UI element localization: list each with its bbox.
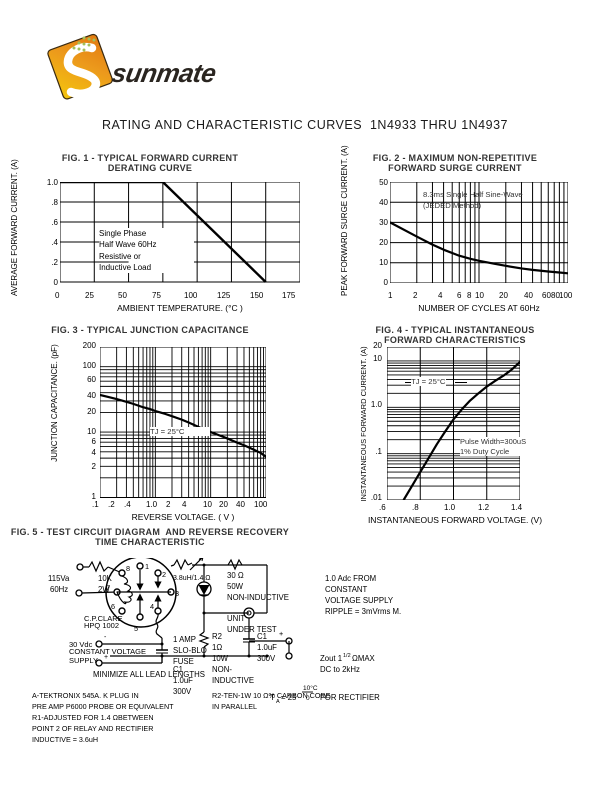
svg-text:SLO-BLO: SLO-BLO (173, 646, 207, 655)
svg-text:POINT 2 OF RELAY AND RECTIFIER: POINT 2 OF RELAY AND RECTIFIER (32, 724, 153, 733)
svg-text:RIPPLE = 3mVrms M.: RIPPLE = 3mVrms M. (325, 607, 401, 616)
svg-text:FOR RECTIFIER: FOR RECTIFIER (320, 693, 380, 702)
svg-text:IN PARALLEL: IN PARALLEL (212, 702, 257, 711)
svg-text:0: 0 (306, 695, 310, 702)
svg-text:10°C: 10°C (303, 684, 318, 692)
svg-text:VOLTAGE SUPPLY: VOLTAGE SUPPLY (325, 596, 394, 605)
svg-text:MINIMIZE ALL LEAD LENGTHS: MINIMIZE ALL LEAD LENGTHS (93, 670, 205, 679)
svg-text:ΩMAX: ΩMAX (352, 654, 376, 663)
svg-text:300V: 300V (257, 654, 276, 663)
svg-text:UNDER TEST: UNDER TEST (227, 625, 277, 634)
svg-text:Zout 1: Zout 1 (320, 654, 342, 663)
svg-text:1 AMP: 1 AMP (173, 635, 196, 644)
svg-text:+: + (279, 629, 283, 638)
svg-text:6: 6 (111, 602, 115, 611)
svg-text:UNIT: UNIT (227, 614, 245, 623)
svg-text:8: 8 (126, 564, 130, 573)
svg-text:A-TEKTRONIX 545A. K PLUG IN: A-TEKTRONIX 545A. K PLUG IN (32, 691, 139, 700)
svg-text:R1-ADJUSTED FOR 1.4 ΩBETWEEN: R1-ADJUSTED FOR 1.4 ΩBETWEEN (32, 713, 154, 722)
svg-text:NON-INDUCTIVE: NON-INDUCTIVE (227, 593, 289, 602)
svg-text:4: 4 (150, 602, 154, 611)
svg-text:5: 5 (134, 624, 138, 633)
svg-text:1: 1 (145, 562, 149, 571)
svg-text:DC to 2kHz: DC to 2kHz (320, 665, 360, 674)
svg-text:300V: 300V (173, 687, 192, 696)
svg-text:A: A (276, 699, 280, 705)
svg-text:SUPPLY: SUPPLY (69, 656, 98, 665)
svg-text:3.8uH/1.4 Ω: 3.8uH/1.4 Ω (173, 575, 211, 582)
svg-text:2: 2 (162, 570, 166, 579)
svg-text:50W: 50W (227, 582, 244, 591)
svg-text:R2: R2 (212, 632, 222, 641)
svg-text:7: 7 (106, 583, 110, 592)
svg-text:3: 3 (175, 589, 179, 598)
svg-text:1Ω: 1Ω (212, 643, 222, 652)
svg-text:1.0 Adc FROM: 1.0 Adc FROM (325, 574, 376, 583)
svg-text:PRE AMP P6000 PROBE OR EQUIVAL: PRE AMP P6000 PROBE OR EQUIVALENT (32, 702, 174, 711)
svg-text:CONSTANT VOLTAGE: CONSTANT VOLTAGE (69, 647, 146, 656)
svg-text:CONSTANT: CONSTANT (325, 585, 368, 594)
svg-text:10W: 10W (212, 654, 229, 663)
svg-text:HPQ 1002: HPQ 1002 (84, 621, 119, 630)
svg-text:-: - (104, 634, 107, 641)
svg-text:INDUCTIVE = 3.6uH: INDUCTIVE = 3.6uH (32, 735, 98, 743)
svg-text:60Hz: 60Hz (50, 585, 68, 594)
svg-text:NON-: NON- (212, 665, 232, 674)
svg-text:INDUCTIVE: INDUCTIVE (212, 676, 254, 685)
svg-text:= 25: = 25 (281, 693, 297, 702)
svg-text:C1: C1 (257, 632, 267, 641)
svg-text:1.0uF: 1.0uF (257, 643, 277, 652)
svg-text:115Va: 115Va (48, 574, 70, 583)
svg-text:T: T (270, 693, 275, 702)
svg-text:30 Ω: 30 Ω (227, 571, 244, 580)
svg-text:1/2: 1/2 (343, 653, 351, 659)
